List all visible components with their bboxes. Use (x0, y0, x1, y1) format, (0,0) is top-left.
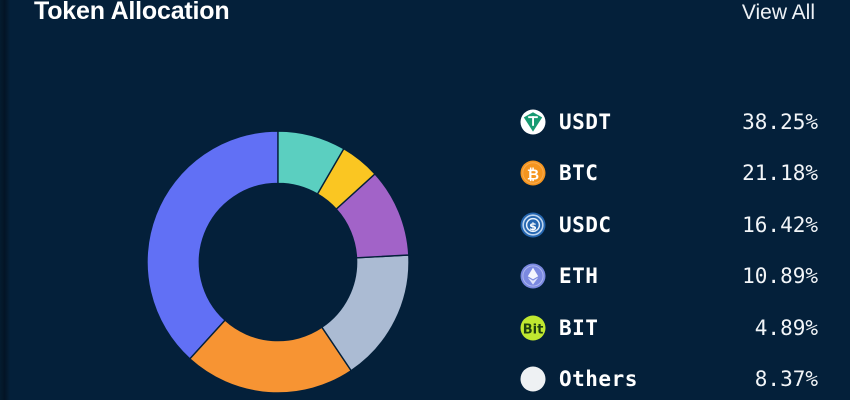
legend-item-eth[interactable]: ETH 10.89% (520, 251, 830, 303)
legend-item-btc[interactable]: ₿ BTC 21.18% (520, 148, 830, 200)
view-all-link[interactable]: View All (741, 1, 815, 24)
usdc-coin-icon: $ (520, 212, 546, 238)
legend-item-value: 16.42% (742, 212, 818, 237)
donut-slice-usdt[interactable] (146, 130, 279, 360)
usdt-coin-icon (520, 109, 546, 135)
legend-item-usdt[interactable]: USDT 38.25% (520, 96, 830, 148)
legend-item-bit[interactable]: Bit BIT 4.89% (520, 302, 830, 354)
legend-item-label: USDT (559, 109, 612, 134)
eth-coin-icon (520, 263, 546, 289)
card-left-edge-accent (0, 0, 10, 400)
legend-item-value: 21.18% (742, 161, 818, 186)
legend-item-label: USDC (559, 212, 612, 237)
page-title: Token Allocation (34, 0, 230, 25)
legend-item-value: 10.89% (742, 264, 818, 289)
donut-chart-svg (146, 130, 410, 394)
svg-text:$: $ (529, 220, 537, 233)
token-allocation-donut-chart[interactable] (146, 130, 410, 394)
donut-slice-others[interactable] (277, 130, 345, 195)
legend-item-label: BTC (559, 161, 599, 186)
legend-item-label: ETH (559, 264, 599, 289)
legend-item-value: 8.37% (754, 367, 818, 392)
legend-item-others[interactable]: Others 8.37% (520, 354, 830, 400)
bit-coin-icon: Bit (520, 315, 546, 341)
donut-slice-group (146, 130, 410, 394)
legend-item-label: Others (559, 367, 638, 392)
svg-text:₿: ₿ (527, 166, 539, 184)
legend-item-usdc[interactable]: $ USDC 16.42% (520, 199, 830, 251)
card-header: Token Allocation View All (0, 0, 850, 38)
token-allocation-legend: USDT 38.25% ₿ BTC 21.18% $ (520, 96, 830, 400)
svg-text:Bit: Bit (523, 322, 544, 337)
others-coin-icon (520, 366, 546, 392)
legend-item-label: BIT (559, 315, 599, 340)
legend-item-value: 4.89% (754, 315, 818, 340)
btc-coin-icon: ₿ (520, 160, 546, 186)
legend-item-value: 38.25% (742, 109, 818, 134)
